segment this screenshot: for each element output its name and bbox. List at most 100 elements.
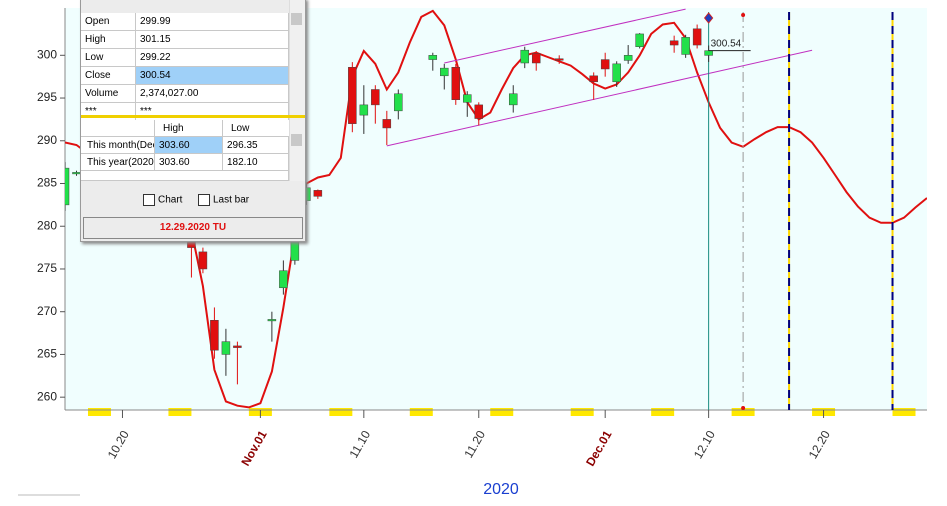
y-tick-label: 265 [37,347,57,361]
checkbox-box[interactable] [198,194,210,206]
field-label: Open [81,13,136,31]
candle-body [371,89,380,106]
y-tick-label: 280 [37,218,57,232]
range-high: 303.60 [155,137,223,154]
candle-body [382,119,392,129]
x-tick-label: 11.20 [461,428,488,461]
candle-body [589,75,598,83]
candle-body [704,50,713,56]
range-low: 182.10 [223,154,289,171]
field-label: *** [81,103,136,121]
scroll-thumb[interactable] [291,13,302,25]
y-tick-label: 285 [37,176,57,190]
date-box: 12.29.2020 TU [83,217,303,239]
x-tick-label: Dec.01 [583,428,615,469]
weekend-marker [409,408,433,416]
empty-row [81,171,289,181]
y-tick-label: 300 [37,47,57,61]
field-value: *** [136,103,289,121]
scrollbar[interactable] [289,0,305,124]
weekend-marker [490,408,514,416]
y-tick-label: 260 [37,389,57,403]
candle-body [348,67,357,124]
plot-layer [65,8,927,410]
scrollbar[interactable] [289,120,305,181]
y-tick-label: 270 [37,304,57,318]
weekend-marker [892,408,916,416]
separator [81,115,305,118]
checkbox-label[interactable]: Chart [158,194,183,206]
field-value: 300.54 [136,67,289,85]
candle-body [221,341,231,355]
candle-body [313,190,323,197]
x-axis-label: 2020 [483,481,519,498]
field-label: Close [81,67,136,85]
weekend-marker [168,408,192,416]
field-label: Volume [81,85,136,103]
checkbox-box[interactable] [143,194,155,206]
header-cell [81,120,155,137]
candle-body [612,63,621,83]
candle-body [474,104,484,119]
column-header: Low [223,120,291,137]
x-tick-label: 11.10 [346,428,373,461]
candle-body [233,345,242,348]
field-value: 2,374,027.00 [136,85,289,103]
candle-body [65,167,70,206]
checkbox[interactable]: Last bar [198,194,249,207]
overlay-line [444,8,686,64]
field-value: 301.15 [136,31,289,49]
range-low: 296.35 [223,137,289,154]
candle-body [623,55,633,61]
candle-body [600,59,610,70]
y-tick-label: 295 [37,90,57,104]
candle-body [359,104,369,116]
field-value: 299.99 [136,13,289,31]
candle-body [554,58,564,61]
candle-body [692,28,702,46]
y-tick-label: 290 [37,133,57,147]
candle-body [451,67,461,100]
candle-body [531,53,541,64]
candle-body [669,40,679,46]
checkbox-label[interactable]: Last bar [213,194,250,206]
weekend-marker [731,408,755,416]
overlay-line [386,49,813,147]
line-end-dot [741,13,746,17]
field-value: 299.22 [136,49,289,67]
x-tick-label: Nov.01 [238,428,270,469]
weekend-marker [87,408,111,416]
checkbox[interactable]: Chart [143,194,182,207]
field-label: Low [81,49,136,67]
scroll-thumb[interactable] [291,134,302,146]
candle-body [394,93,403,112]
bar-marker [703,12,714,24]
range-label: This month(Dec) [81,137,155,154]
x-tick-label: 12.20 [806,428,833,461]
candle-body [267,319,277,322]
candle-body [508,93,518,106]
candle-body [520,49,529,64]
field-label: High [81,31,136,49]
weekend-marker [651,408,675,416]
weekend-marker [570,408,594,416]
last-price-label: 300.54 [711,38,742,49]
line-end-dot [741,406,746,410]
x-tick-label: 10.20 [105,428,132,461]
candle-body [198,251,208,270]
candle-body [681,37,690,55]
candle-body [210,320,219,351]
y-tick-label: 275 [37,261,57,275]
candle-body [463,94,472,103]
candle-body [428,55,438,60]
candle-body [440,67,449,77]
range-label: This year(2020) [81,154,155,171]
weekend-marker [329,408,353,416]
column-header: High [155,120,223,137]
data-window: Open 299.99 High 301.15 Low 299.22 Close 300.54… [80,0,306,242]
range-high: 303.60 [155,154,223,171]
x-tick-label: 12.10 [691,428,718,461]
candle-body [279,270,288,289]
candle-body [635,33,644,48]
